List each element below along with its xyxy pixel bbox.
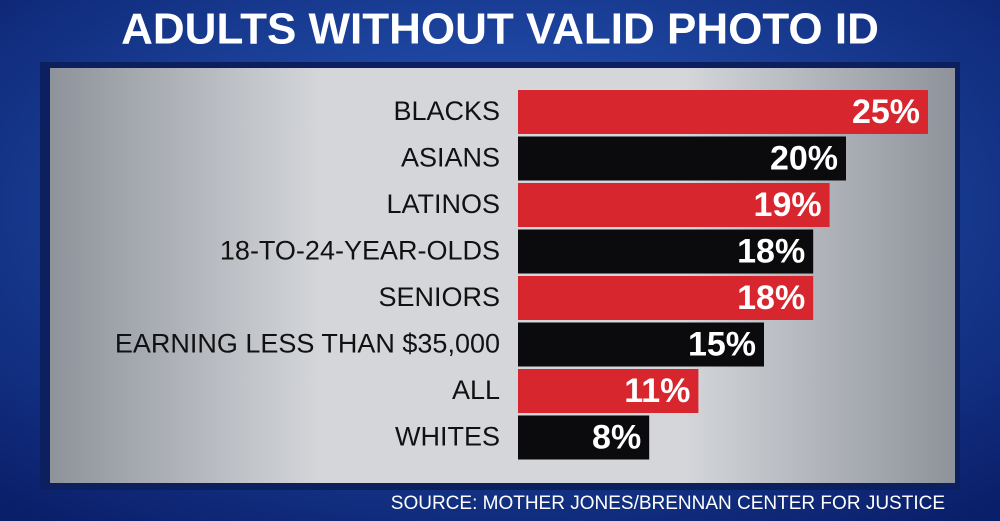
value-label: 8% [592,418,641,456]
bar [518,276,814,320]
value-label: 20% [770,139,838,177]
source: SOURCE: MOTHER JONES/BRENNAN CENTER FOR … [391,493,945,514]
value-label: 18% [737,279,805,317]
category-label: EARNING LESS THAN $35,000 [115,329,500,359]
category-label: 18-TO-24-YEAR-OLDS [220,236,500,266]
chart-title: ADULTS WITHOUT VALID PHOTO ID [121,5,879,54]
bar [518,183,830,227]
category-label: ALL [452,375,500,405]
value-label: 15% [688,325,756,363]
bar [518,369,699,413]
bar [518,90,928,134]
bar [518,415,650,460]
value-label: 11% [624,372,690,410]
value-label: 25% [852,93,920,131]
category-label: ASIANS [401,143,500,173]
bar [518,136,846,181]
value-label: 18% [737,232,805,270]
category-label: BLACKS [393,96,500,126]
bar [518,322,764,367]
category-label: WHITES [395,422,500,452]
category-label: SENIORS [378,282,500,312]
value-label: 19% [754,186,822,224]
bar [518,229,814,274]
category-label: LATINOS [386,189,500,219]
